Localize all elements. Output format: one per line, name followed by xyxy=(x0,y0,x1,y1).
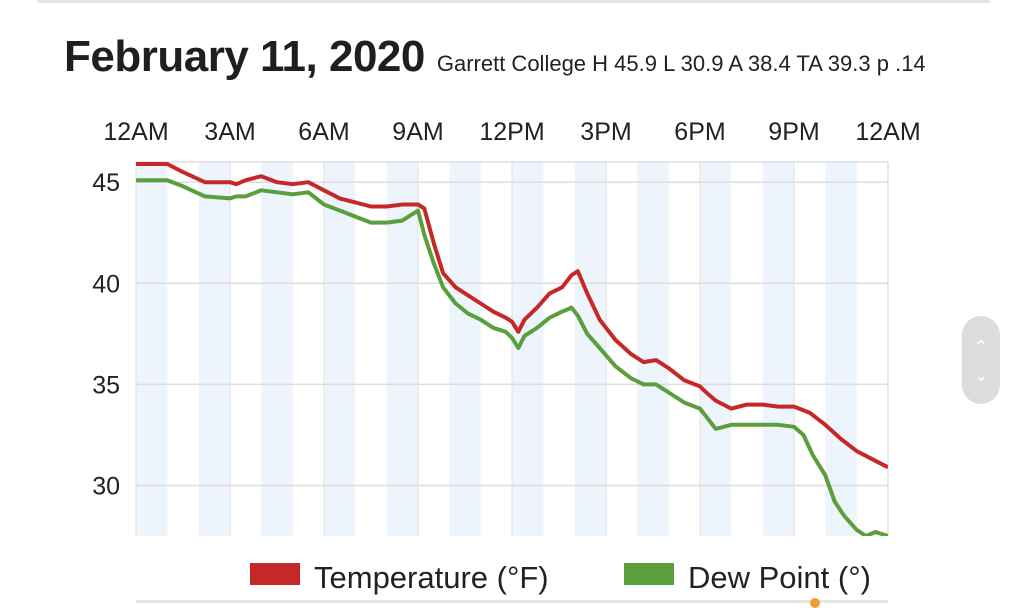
hour-band xyxy=(386,162,418,536)
x-tick-label: 12AM xyxy=(855,118,920,146)
x-tick-label: 9AM xyxy=(392,118,443,146)
y-tick-label: 40 xyxy=(92,270,120,298)
x-tick-label: 9PM xyxy=(768,118,819,146)
indicator-dot xyxy=(810,598,820,608)
legend-dew-point-label: Dew Point (°) xyxy=(688,560,871,595)
temperature-line xyxy=(136,162,888,470)
x-tick-label: 12AM xyxy=(103,118,168,146)
hour-band xyxy=(762,162,794,536)
hour-band xyxy=(637,162,669,536)
x-tick-label: 12PM xyxy=(479,118,544,146)
hour-band xyxy=(700,162,732,536)
x-tick-label: 6PM xyxy=(674,118,725,146)
station-stats: Garrett College H 45.9 L 30.9 A 38.4 TA … xyxy=(436,51,926,76)
chevron-up-icon[interactable]: ⌃ xyxy=(973,337,989,357)
page-title: February 11, 2020 xyxy=(64,32,425,81)
bottom-divider xyxy=(136,600,888,603)
chevron-down-icon[interactable]: ⌄ xyxy=(973,365,989,385)
y-tick-label: 30 xyxy=(92,472,120,500)
hour-band xyxy=(136,162,168,536)
scroll-control[interactable]: ⌃ ⌄ xyxy=(962,316,1000,404)
top-divider xyxy=(38,0,990,3)
hour-band xyxy=(198,162,230,536)
hour-band xyxy=(261,162,293,536)
x-tick-label: 6AM xyxy=(298,118,349,146)
y-tick-label: 35 xyxy=(92,371,120,399)
x-tick-label: 3PM xyxy=(580,118,631,146)
legend-dew-point-swatch xyxy=(624,563,674,585)
hour-band xyxy=(449,162,481,536)
dew-point-line xyxy=(136,178,888,536)
legend-temperature-swatch xyxy=(250,563,300,585)
hour-band xyxy=(825,162,857,536)
title-row: February 11, 2020 Garrett College H 45.9… xyxy=(64,32,926,82)
legend-temperature-label: Temperature (°F) xyxy=(314,560,549,595)
x-tick-label: 3AM xyxy=(204,118,255,146)
hour-band xyxy=(324,162,356,536)
y-tick-label: 45 xyxy=(92,169,120,197)
